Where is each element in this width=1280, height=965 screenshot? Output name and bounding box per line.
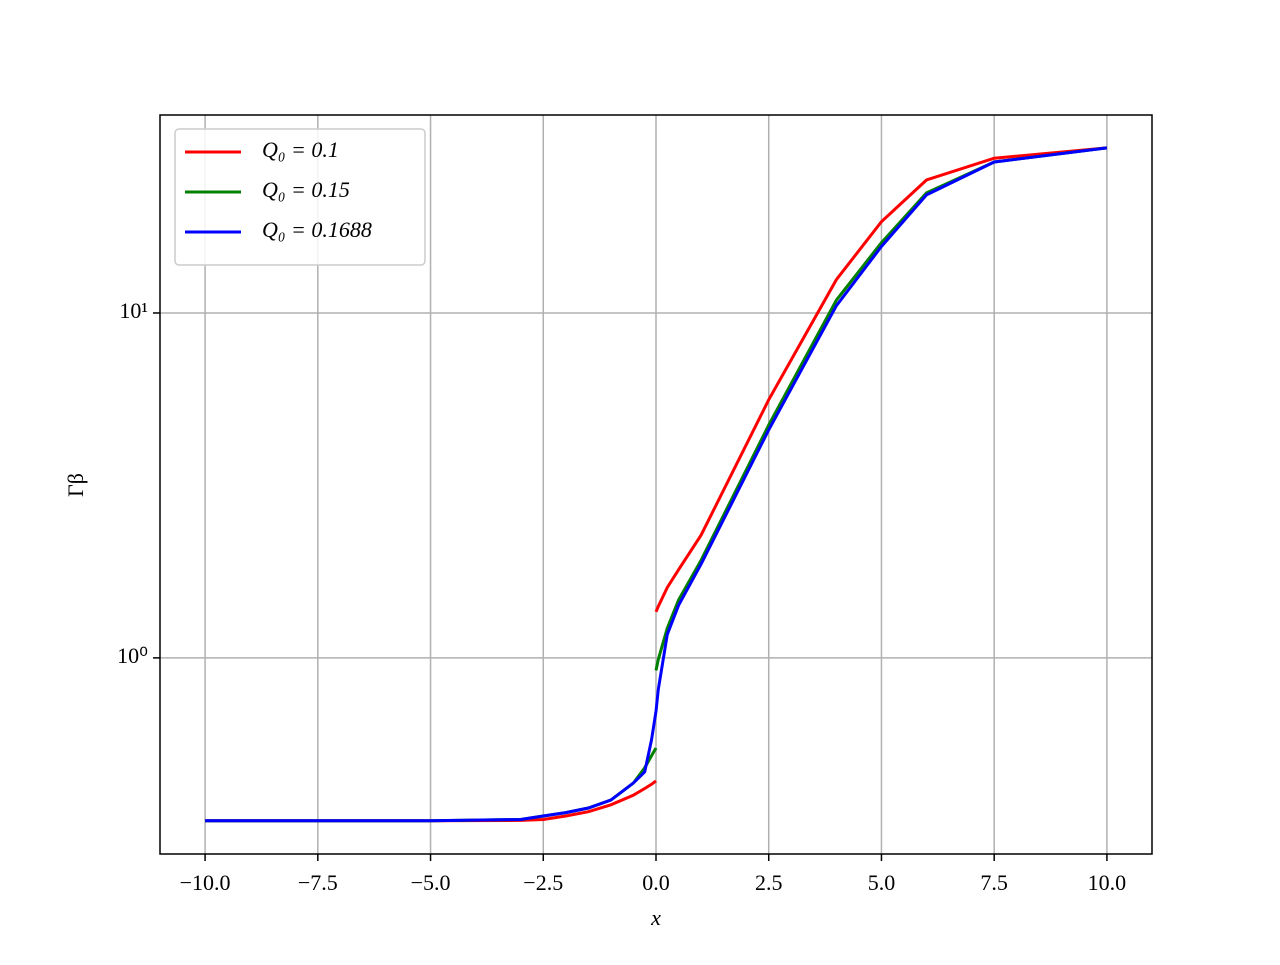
- x-tick-label: 5.0: [868, 870, 896, 895]
- y-tick-label: 10¹: [119, 298, 148, 323]
- x-tick-label: −2.5: [523, 870, 563, 895]
- y-axis-label: Γβ: [63, 473, 88, 497]
- x-tick-label: 2.5: [755, 870, 783, 895]
- x-tick-label: −7.5: [298, 870, 338, 895]
- x-tick-label: 7.5: [980, 870, 1008, 895]
- x-tick-label: −10.0: [180, 870, 231, 895]
- legend-label: Q₀ = 0.1688: [262, 217, 372, 242]
- plot-frame: [159, 114, 1153, 855]
- x-tick-label: 0.0: [642, 870, 670, 895]
- y-tick-label: 10⁰: [117, 643, 148, 668]
- x-tick-label: −5.0: [411, 870, 451, 895]
- data-line: [205, 146, 1108, 823]
- x-axis-label: x: [650, 905, 661, 930]
- x-tick-label: 10.0: [1088, 870, 1127, 895]
- legend-label: Q₀ = 0.15: [262, 177, 350, 202]
- legend-label: Q₀ = 0.1: [262, 137, 339, 162]
